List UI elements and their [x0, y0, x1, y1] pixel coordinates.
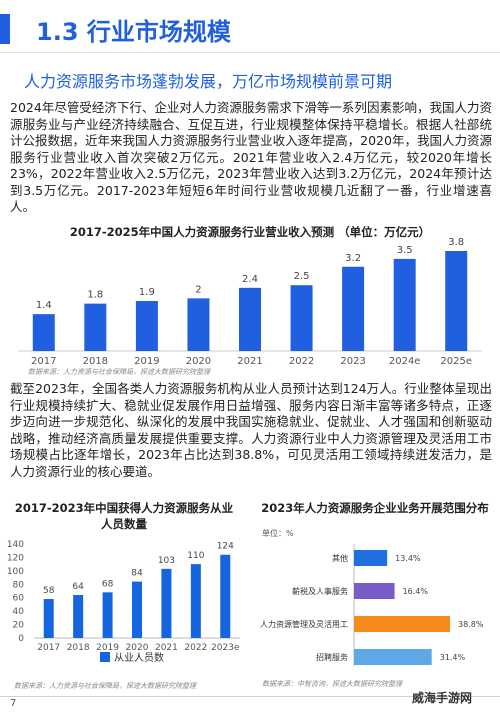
y-tick-label: 0: [18, 634, 24, 644]
y-tick-label: 100: [7, 567, 24, 577]
bar: [354, 550, 388, 566]
bar: [132, 581, 142, 638]
source: 数据来源：中智咨询，探迹大数据研究院整理: [262, 680, 403, 688]
chart-title: 2023年人力资源服务企业业务开展范围分布: [261, 501, 489, 515]
data-label: 2: [195, 284, 201, 295]
data-label: 38.8%: [458, 620, 484, 629]
chart-title: 2017-2025年中国人力资源服务行业营业收入预测 （单位：万亿元）: [70, 226, 430, 239]
data-label: 31.4%: [440, 653, 466, 662]
bar: [84, 303, 107, 351]
data-label: 16.4%: [403, 587, 429, 596]
y-tick-label: 60: [13, 594, 25, 604]
y-tick-label: 140: [7, 540, 24, 550]
bar: [43, 599, 54, 638]
bar: [161, 568, 172, 638]
data-label: 68: [102, 579, 114, 589]
data-label: 64: [72, 582, 84, 592]
data-label: 2.5: [294, 271, 310, 282]
x-tick-label: 2024e: [389, 356, 421, 367]
x-tick-label: 2017: [37, 643, 60, 653]
page-title: 1.3 行业市场规模: [36, 18, 231, 46]
y-tick-label: 人力资源管理及灵活用工: [260, 619, 348, 629]
scope-chart: 单位：% 其他 13.4% 薪税及人事服务 16.4% 人力资源管理及灵活用工 38.8% 招…: [260, 528, 484, 688]
x-tick-label: 2023e: [211, 643, 240, 653]
data-label: 84: [131, 569, 143, 579]
data-label: 103: [158, 556, 175, 566]
data-label: 1.9: [139, 287, 155, 298]
paragraph: 截至2023年，全国各类人力资源服务机构从业人员预计达到124万人。行业整体呈现…: [10, 381, 492, 479]
x-tick-label: 2017: [31, 356, 56, 367]
bar: [32, 314, 55, 351]
x-tick-label: 2019: [96, 643, 119, 653]
data-label: 110: [187, 551, 204, 561]
x-tick-label: 2019: [134, 356, 159, 367]
bar: [354, 649, 432, 665]
x-tick-label: 2025e: [440, 356, 472, 367]
bar: [239, 287, 261, 351]
bar: [342, 266, 365, 351]
source: 数据来源：人力资源与社会保障局，探迹大数据研究院整理: [14, 682, 197, 690]
x-tick-label: 2020: [186, 356, 211, 367]
revenue-chart: 2017-2025年中国人力资源服务行业营业收入预测 （单位：万亿元） 1.4 20…: [18, 226, 482, 376]
bar: [354, 616, 450, 632]
bar: [290, 285, 313, 351]
chart-title: 2017-2023年中国获得人力资源服务从业人员数量: [14, 501, 234, 531]
x-tick-label: 2021: [237, 356, 262, 367]
x-tick-label: 2018: [83, 356, 108, 367]
bar: [393, 258, 416, 351]
data-label: 3.2: [345, 253, 361, 264]
header-mark: [0, 14, 10, 44]
unit-label: 单位：%: [262, 528, 294, 538]
watermark: 威海手游网: [412, 691, 473, 705]
data-label: 58: [43, 586, 55, 596]
data-label: 13.4%: [395, 554, 421, 563]
staff-chart: 0 20 40 60 80 100 120 140 58 2017 64 2018 68 2019 84 20…: [7, 540, 240, 690]
paragraph: 2024年尽管受经济下行、企业对人力资源服务需求下滑等一系列因素影响，我国人力资…: [10, 100, 492, 214]
data-label: 3.8: [448, 237, 464, 248]
data-label: 3.5: [397, 245, 413, 256]
x-tick-label: 2018: [67, 643, 90, 653]
bar: [187, 298, 210, 351]
y-tick-label: 40: [13, 607, 25, 617]
footer-rule: [0, 696, 500, 697]
page-number: 7: [10, 698, 17, 709]
y-tick-label: 120: [7, 553, 24, 563]
y-tick-label: 招聘服务: [316, 652, 348, 662]
bar: [73, 595, 84, 638]
subtitle: 人力资源服务市场蓬勃发展，万亿市场规模前景可期: [24, 72, 393, 91]
data-label: 1.8: [87, 290, 103, 301]
y-tick-label: 其他: [332, 553, 348, 563]
source: 数据来源：人力资源与社会保障局，探迹大数据研究院整理: [28, 368, 211, 376]
bar: [190, 564, 201, 638]
bar: [354, 583, 395, 599]
x-tick-label: 2022: [289, 356, 314, 367]
bar: [102, 592, 113, 638]
x-tick-label: 2022: [184, 643, 207, 653]
legend-swatch: [100, 652, 110, 662]
bar: [135, 301, 158, 351]
bar: [445, 251, 468, 351]
legend-label: 从业人员数: [114, 651, 164, 664]
y-tick-label: 薪税及人事服务: [292, 586, 348, 596]
y-tick-label: 20: [13, 621, 25, 631]
data-label: 124: [217, 542, 234, 552]
bar: [220, 554, 231, 638]
x-tick-label: 2020: [126, 643, 149, 653]
x-tick-label: 2023: [340, 356, 365, 367]
header-rule: [0, 52, 500, 53]
y-tick-label: 80: [13, 580, 25, 590]
data-label: 1.4: [36, 300, 52, 311]
x-tick-label: 2021: [155, 643, 178, 653]
data-label: 2.4: [242, 274, 258, 285]
